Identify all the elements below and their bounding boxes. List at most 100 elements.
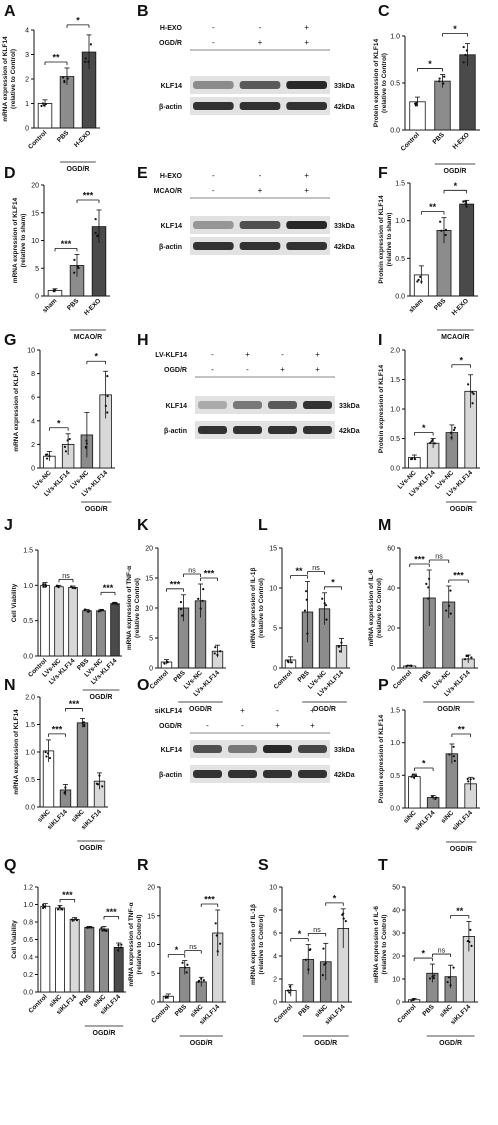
- x-tick-label: siNC: [439, 1003, 455, 1019]
- data-point: [449, 431, 452, 434]
- blot-h: LV-KLF14 - + - + OGD/R - - + + KLF14 33kDa β-actin 42…: [155, 350, 360, 439]
- treatment-mark: -: [276, 706, 279, 715]
- treatment-mark: +: [240, 706, 245, 715]
- group-label: OGD/R: [439, 1040, 462, 1047]
- treatment-mark: -: [246, 365, 249, 374]
- data-point: [106, 394, 109, 398]
- panel-letter-c: C: [378, 3, 390, 20]
- data-point: [163, 662, 166, 665]
- blot-row-label: KLF14: [166, 403, 188, 410]
- y-tick-label: 20: [392, 954, 400, 961]
- x-tick-label: sham: [408, 297, 425, 314]
- data-point: [465, 49, 468, 52]
- y-axis-label: mRNA expression of IL-6: [373, 906, 380, 983]
- y-tick-label: 0.5: [390, 436, 400, 443]
- y-tick-label: 40: [392, 908, 400, 915]
- treatment-mark: -: [281, 350, 284, 359]
- x-tick-label: PBS: [418, 669, 433, 684]
- sig-label: *: [94, 352, 98, 362]
- bar: [408, 776, 421, 809]
- blot-size-label: 42kDa: [334, 244, 355, 251]
- blot-size-label: 33kDa: [334, 223, 355, 230]
- y-tick-label: 1.0: [390, 407, 400, 414]
- y-tick-label: 20: [145, 546, 153, 553]
- data-point: [465, 654, 468, 658]
- data-point: [216, 950, 219, 953]
- y-tick-label: 1.0: [390, 34, 400, 41]
- data-point: [452, 755, 455, 758]
- y-tick-label: 2: [273, 977, 277, 984]
- sig-label: *: [76, 15, 80, 25]
- data-point: [84, 57, 87, 60]
- data-point: [111, 602, 114, 605]
- x-tick-label: PBS: [297, 669, 312, 684]
- data-point: [63, 81, 66, 84]
- data-point: [321, 973, 324, 977]
- blot-band: [198, 401, 227, 409]
- blot-band: [303, 401, 332, 409]
- y-tick-label: 10: [147, 942, 155, 949]
- data-point: [452, 428, 456, 432]
- data-point: [73, 586, 76, 589]
- data-point: [447, 976, 451, 979]
- data-point: [73, 271, 76, 274]
- y-tick-label: 0: [35, 294, 39, 301]
- data-point: [434, 797, 437, 800]
- y-tick-label: 0.8: [23, 920, 33, 927]
- x-tick-label: PBS: [56, 129, 71, 144]
- blot-row-label: β-actin: [159, 104, 182, 111]
- x-tick-label: sham: [41, 297, 58, 314]
- sig-label: *: [57, 418, 61, 428]
- data-point: [64, 790, 67, 794]
- data-point: [42, 583, 45, 586]
- sig-label: *: [331, 577, 335, 587]
- panel-letter-b: B: [137, 3, 149, 20]
- y-tick-label: 6: [31, 395, 35, 402]
- bar: [82, 610, 92, 657]
- treatment-mark: -: [211, 365, 214, 374]
- panel-letter-g: G: [4, 332, 16, 349]
- y-tick-label: 0.5: [23, 618, 33, 625]
- data-point: [88, 609, 91, 612]
- data-point: [449, 984, 452, 987]
- data-point: [215, 934, 218, 937]
- sig-label: ***: [106, 907, 117, 917]
- data-point: [439, 220, 442, 223]
- y-axis-label: mRNA expression of KLF14: [2, 36, 9, 122]
- x-tick-label: H-EXO: [73, 129, 93, 149]
- data-point: [84, 60, 87, 63]
- x-tick-label: Control: [27, 993, 48, 1014]
- data-point: [117, 943, 120, 947]
- blot-band: [193, 102, 234, 110]
- data-point: [342, 917, 345, 920]
- sig-label: ns: [62, 573, 70, 580]
- y-axis-label: mRNA expression of KLF14: [13, 709, 20, 795]
- treatment-mark: +: [258, 186, 263, 195]
- blot-size-label: 33kDa: [334, 747, 355, 754]
- data-point: [414, 774, 418, 777]
- y-tick-label: 1.0: [23, 902, 33, 909]
- y-tick-label: 1.0: [23, 583, 33, 590]
- group-label: OGD/R: [444, 168, 467, 175]
- y-tick-label: 0.5: [395, 256, 405, 263]
- y-tick-label: 0.2: [23, 972, 33, 979]
- chart-t: 0 10 20 30 40 50 mRNA expression of IL-6 (relat…: [373, 885, 478, 1047]
- y-tick-label: 2: [25, 77, 29, 84]
- blot-band: [193, 221, 234, 229]
- y-tick-label: 10: [269, 586, 277, 593]
- data-point: [94, 218, 97, 221]
- blot-e: H-EXO - - + MCAO/R - + + KLF14 33kDa β-actin 42kDa: [154, 171, 355, 255]
- data-point: [99, 609, 103, 612]
- blot-band: [268, 426, 297, 434]
- data-point: [444, 228, 448, 231]
- data-point: [453, 426, 456, 429]
- y-tick-label: 1.5: [395, 181, 405, 188]
- data-point: [340, 641, 343, 644]
- y-axis-label: Cell Viability: [11, 920, 18, 959]
- sig-label: **: [429, 202, 437, 212]
- y-axis-label-sub: (relative to Control): [134, 578, 141, 638]
- data-point: [470, 656, 473, 659]
- panel-letter-o: O: [137, 677, 149, 694]
- y-tick-label: 0: [151, 1000, 155, 1007]
